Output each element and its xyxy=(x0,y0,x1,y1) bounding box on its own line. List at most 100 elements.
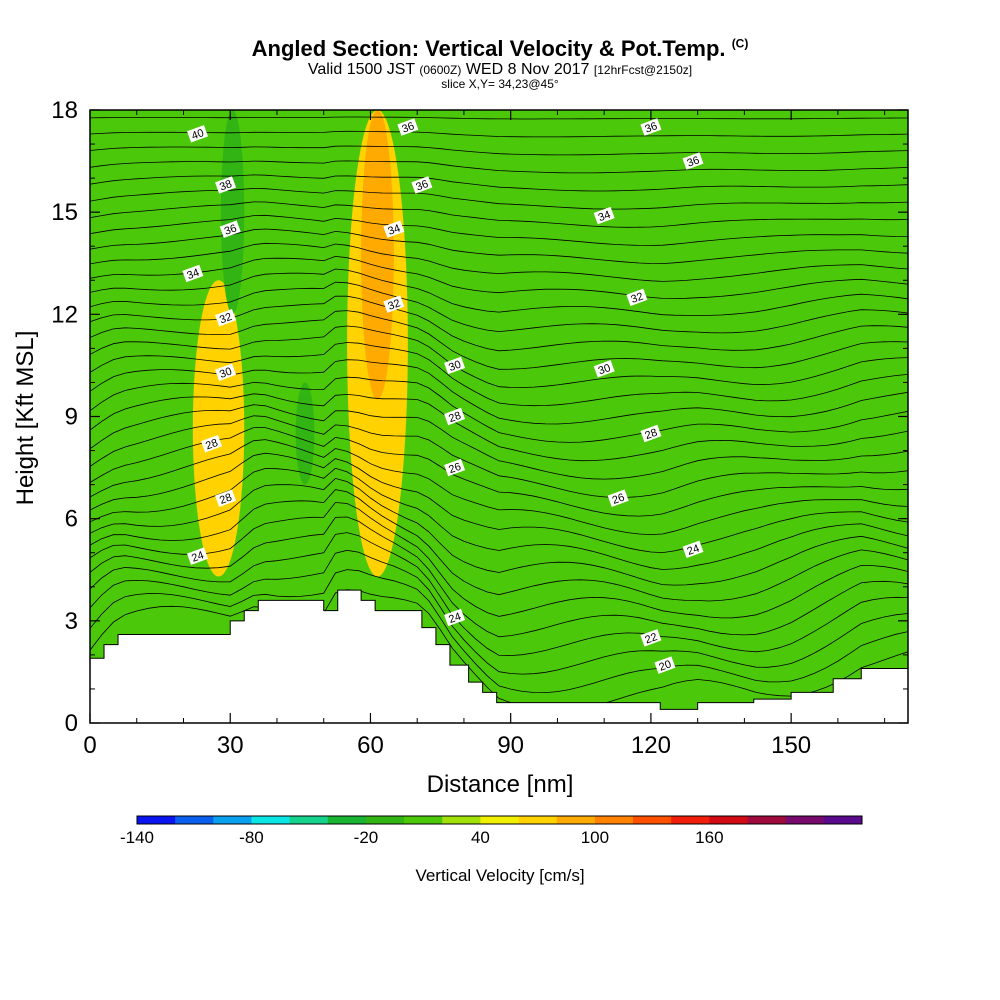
theta-contour-line xyxy=(90,549,908,675)
contour-label-box xyxy=(444,608,466,627)
y-tick-label: 15 xyxy=(51,199,78,226)
contour-label-box xyxy=(186,125,209,143)
contour-label: 22 xyxy=(640,629,662,647)
contour-label-box xyxy=(444,407,466,426)
x-tick-label: 120 xyxy=(631,732,671,759)
theta-contour-line xyxy=(90,439,908,536)
chart-subtitle-valid-time: Valid 1500 JST (0600Z) WED 8 Nov 2017 [1… xyxy=(307,61,693,78)
contour-label: 28 xyxy=(201,435,223,453)
contour-label-box xyxy=(383,295,405,313)
contour-label-text: 24 xyxy=(190,549,206,564)
colorbar-swatch xyxy=(289,816,329,824)
colorbar-swatch xyxy=(747,816,787,824)
contour-label-box xyxy=(607,489,629,507)
colorbar-swatch xyxy=(823,816,863,824)
contour-label-text: 34 xyxy=(386,222,402,237)
contour-label-text: 28 xyxy=(204,437,220,452)
contour-label: 36 xyxy=(411,176,433,194)
theta-contour-line xyxy=(90,342,908,407)
theta-contour-line xyxy=(90,160,908,174)
colorbar: -140 -80 -20 40 100 160 xyxy=(120,815,863,847)
contour-label-box xyxy=(383,220,405,238)
colorbar-swatch xyxy=(251,816,291,824)
contour-label: 32 xyxy=(215,309,237,327)
theta-contour-line xyxy=(90,145,908,156)
contour-label-text: 28 xyxy=(643,427,659,442)
theta-contour-line xyxy=(90,201,908,228)
contour-label-text: 36 xyxy=(686,154,702,169)
theta-contour-line xyxy=(90,325,908,388)
theta-contour-line xyxy=(90,452,908,554)
contour-label-text: 26 xyxy=(611,491,627,506)
colorbar-swatch xyxy=(137,816,176,824)
x-tick-label: 150 xyxy=(771,732,811,759)
theta-contour-line xyxy=(90,427,908,517)
colorbar-label: Vertical Velocity [cm/s] xyxy=(415,866,584,885)
contour-label-box xyxy=(215,363,237,381)
contour-label-box xyxy=(593,360,615,378)
contour-label: 32 xyxy=(383,295,405,313)
contour-label: 34 xyxy=(182,264,204,283)
contour-label: 28 xyxy=(444,407,466,426)
contour-label: 28 xyxy=(640,424,662,443)
contour-label-text: 24 xyxy=(686,543,702,558)
theta-contour-line xyxy=(90,376,908,443)
theta-contour-line xyxy=(90,130,908,138)
contour-label-text: 22 xyxy=(643,631,659,646)
theta-contour-line xyxy=(90,477,908,586)
theta-contour-line xyxy=(90,404,908,480)
contour-label-box xyxy=(444,356,466,375)
y-tick-label: 0 xyxy=(65,710,78,737)
y-tick-label: 6 xyxy=(65,506,78,533)
contour-label: 30 xyxy=(593,360,615,378)
contour-label: 24 xyxy=(444,608,466,627)
contour-label: 20 xyxy=(654,656,676,674)
contour-label-box xyxy=(640,118,662,136)
theta-contour-line xyxy=(90,415,908,498)
colorbar-swatch xyxy=(671,816,710,824)
contour-label-box xyxy=(626,288,648,307)
theta-contour-line xyxy=(90,393,908,462)
colorbar-swatch xyxy=(785,816,825,824)
colorbar-swatch xyxy=(556,816,596,824)
contour-label: 36 xyxy=(640,118,662,136)
contour-label-text: 34 xyxy=(597,209,613,224)
y-tick-label: 12 xyxy=(51,301,78,328)
contour-label-text: 36 xyxy=(414,178,430,193)
contour-label-box xyxy=(640,629,662,647)
contour-label-box xyxy=(215,489,237,507)
contour-label-text: 32 xyxy=(629,291,645,306)
contour-label: 26 xyxy=(444,458,466,477)
colorbar-swatch xyxy=(633,816,672,824)
contour-label-box xyxy=(444,458,466,477)
contour-label-box xyxy=(640,424,662,443)
colorbar-frame xyxy=(136,815,863,825)
contour-label-text: 32 xyxy=(218,311,234,326)
colorbar-tick-label: 160 xyxy=(695,828,723,847)
contour-label-text: 20 xyxy=(657,658,673,673)
contour-label: 34 xyxy=(593,206,615,225)
contour-label-layer: 40 38 36 34 32 30 28 28 24 36 36 34 32 30 28 26 24 36 36 34… xyxy=(182,118,704,674)
contour-label: 30 xyxy=(215,363,237,381)
x-axis-label: Distance [nm] xyxy=(427,771,574,798)
contour-label-box xyxy=(215,309,237,327)
contour-label-box xyxy=(215,176,237,194)
colorbar-tick-label: 40 xyxy=(471,828,490,847)
contour-label-text: 30 xyxy=(447,359,463,374)
contour-label-box xyxy=(182,264,204,283)
contour-label: 24 xyxy=(186,547,209,565)
contour-label: 36 xyxy=(219,220,241,238)
theta-contour-layer xyxy=(90,116,908,712)
contour-label-text: 40 xyxy=(190,127,206,142)
theta-contour-line xyxy=(90,502,908,619)
colorbar-swatch xyxy=(594,816,634,824)
y-tick-label: 3 xyxy=(65,608,78,635)
colorbar-swatch xyxy=(480,816,520,824)
contour-label-box xyxy=(411,176,433,194)
x-tick-label: 60 xyxy=(357,732,384,759)
colorbar-tick-label: -140 xyxy=(120,828,154,847)
terrain-silhouette xyxy=(89,589,909,724)
contour-label-box xyxy=(201,435,223,453)
contour-label-box xyxy=(397,118,419,136)
